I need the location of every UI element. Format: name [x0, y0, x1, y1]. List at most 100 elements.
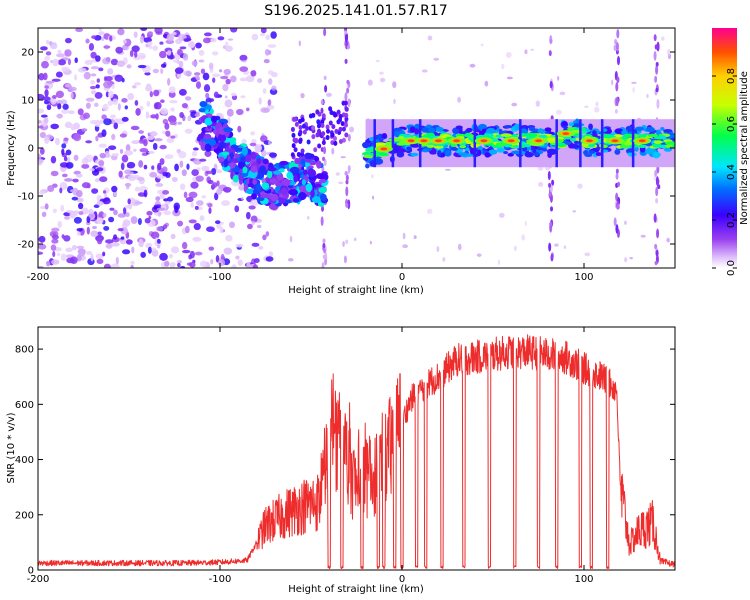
- noise-blob: [253, 258, 260, 263]
- noise-blob: [167, 50, 172, 56]
- noise-blob: [125, 239, 133, 245]
- noise-blob: [161, 166, 168, 173]
- track-blob: [293, 116, 298, 122]
- noise-blob: [201, 195, 206, 199]
- noise-blob: [212, 182, 218, 189]
- noise-blob: [185, 225, 190, 234]
- track-blob: [330, 132, 335, 138]
- noise-blob: [207, 179, 214, 185]
- noise-blob: [108, 216, 115, 223]
- noise-blob: [195, 74, 200, 80]
- noise-blob: [95, 84, 100, 89]
- track-blob: [311, 112, 316, 118]
- streak-blob: [616, 76, 620, 84]
- noise-blob: [174, 205, 179, 214]
- track-blob: [230, 144, 238, 150]
- noise-blob: [177, 48, 183, 56]
- streak-blob: [655, 187, 659, 197]
- track-blob: [309, 153, 315, 159]
- streak-blob: [344, 92, 348, 102]
- noise-blob: [38, 120, 42, 124]
- noise-blob: [38, 125, 44, 129]
- noise-blob: [181, 241, 188, 250]
- noise-blob: [113, 234, 118, 240]
- noise-blob: [77, 202, 84, 210]
- noise-blob: [195, 175, 204, 182]
- noise-blob: [38, 93, 45, 100]
- colorbar-tick-label: 0.2: [726, 212, 737, 228]
- noise-blob: [393, 98, 396, 105]
- noise-blob: [230, 92, 237, 97]
- noise-blob: [41, 211, 47, 218]
- noise-blob: [102, 190, 107, 194]
- signal-core: [426, 144, 436, 148]
- noise-blob: [140, 251, 146, 258]
- streak-blob: [549, 81, 553, 89]
- noise-blob: [624, 257, 628, 263]
- noise-blob: [241, 59, 247, 63]
- noise-blob: [107, 68, 114, 75]
- noise-blob: [159, 252, 168, 261]
- track-blob: [311, 134, 316, 140]
- noise-blob: [79, 248, 86, 257]
- noise-blob: [38, 265, 44, 268]
- noise-blob: [248, 205, 256, 210]
- track-blob: [256, 158, 262, 165]
- spectrogram-x-tick-label: -200: [27, 272, 50, 283]
- noise-blob: [169, 263, 175, 268]
- noise-blob: [195, 81, 202, 89]
- noise-blob: [133, 148, 137, 152]
- track-blob: [315, 173, 325, 180]
- track-blob: [292, 198, 300, 203]
- noise-blob: [121, 116, 129, 122]
- track-blob: [316, 160, 322, 169]
- noise-blob: [261, 150, 267, 157]
- noise-blob: [349, 126, 355, 133]
- noise-blob: [126, 64, 132, 69]
- noise-blob: [167, 115, 177, 123]
- noise-blob: [210, 258, 214, 265]
- noise-blob: [95, 55, 101, 62]
- track-blob: [208, 138, 216, 146]
- track-blob: [291, 132, 296, 138]
- noise-blob: [101, 37, 105, 41]
- noise-blob: [156, 244, 161, 249]
- noise-blob: [94, 34, 102, 41]
- noise-blob: [177, 121, 182, 125]
- spectrogram-x-tick-label: 0: [399, 272, 405, 283]
- noise-blob: [230, 28, 238, 33]
- noise-blob: [171, 176, 178, 182]
- noise-blob: [188, 191, 198, 199]
- noise-blob: [98, 143, 108, 148]
- noise-blob: [55, 90, 64, 99]
- streak-blob: [617, 181, 621, 187]
- noise-blob: [184, 128, 193, 134]
- noise-blob: [45, 51, 52, 56]
- noise-blob: [134, 186, 141, 192]
- noise-blob: [71, 196, 79, 201]
- streak-blob: [323, 28, 327, 37]
- noise-blob: [193, 72, 201, 76]
- noise-blob: [270, 31, 277, 39]
- noise-blob: [235, 243, 244, 248]
- noise-blob: [187, 115, 192, 122]
- noise-blob: [227, 38, 234, 41]
- signal-core: [495, 142, 507, 147]
- track-blob: [275, 185, 282, 191]
- noise-blob: [157, 211, 162, 217]
- noise-blob: [96, 167, 104, 172]
- track-blob: [217, 133, 227, 143]
- noise-blob: [130, 260, 135, 265]
- noise-blob: [92, 226, 97, 230]
- signal-blob: [621, 129, 628, 136]
- noise-blob: [165, 130, 171, 137]
- noise-blob: [287, 257, 294, 262]
- noise-blob: [240, 196, 244, 200]
- signal-blob: [592, 130, 597, 136]
- noise-blob: [144, 72, 151, 76]
- noise-blob: [202, 72, 210, 81]
- streak-blob: [617, 55, 621, 66]
- noise-blob: [171, 31, 177, 36]
- track-blob: [198, 108, 206, 113]
- streak-blob: [657, 184, 661, 190]
